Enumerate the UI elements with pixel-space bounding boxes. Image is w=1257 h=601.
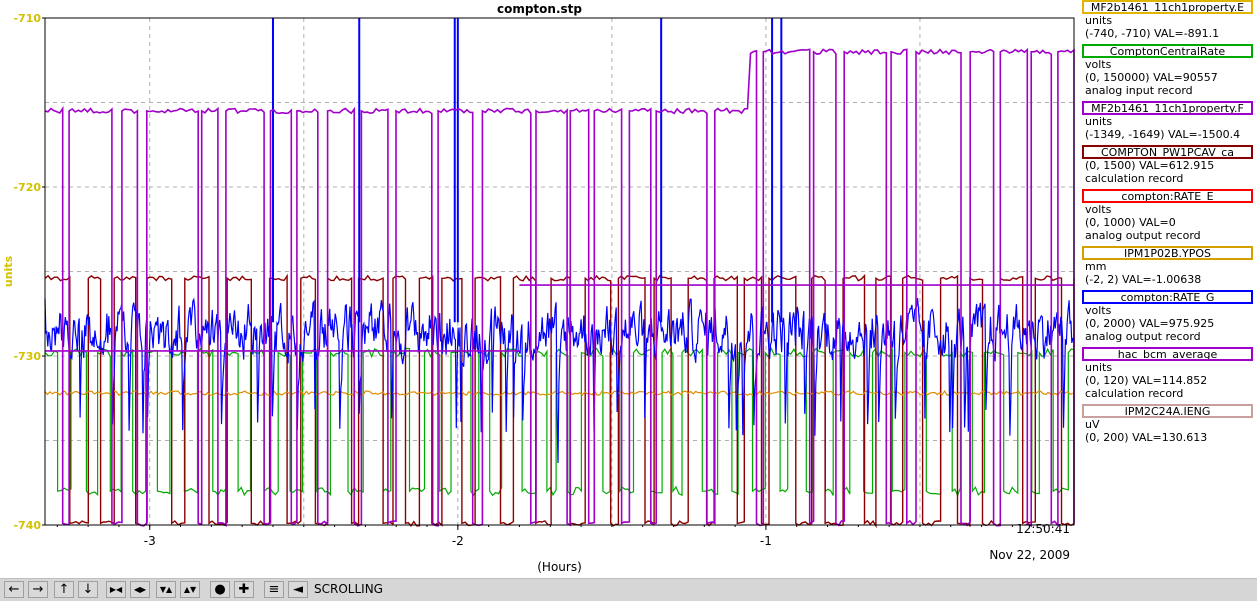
legend-detail: units: [1085, 115, 1113, 128]
legend-detail: volts: [1085, 304, 1112, 317]
arrow-down-icon[interactable]: ↓: [78, 581, 98, 598]
legend-detail: units: [1085, 14, 1113, 27]
legend-entry[interactable]: IPM2C24A.IENG uV (0, 200) VAL=130.613: [1078, 404, 1257, 444]
legend-detail: units: [1085, 361, 1113, 374]
date-label: Nov 22, 2009: [989, 548, 1070, 562]
legend-detail: (0, 2000) VAL=975.925: [1085, 317, 1215, 330]
x-tick-label: -2: [452, 534, 464, 548]
series-IPM1P02B.YPOS: [44, 389, 1074, 397]
legend-detail: (0, 150000) VAL=90557: [1085, 71, 1218, 84]
legend-detail: volts: [1085, 58, 1112, 71]
legend-series-name: IPM1P02B.YPOS: [1082, 246, 1253, 260]
legend-detail: uV: [1085, 418, 1100, 431]
strip-chart: compton.stp -710 -720 -730 -740 units -3 -2 -1 (H…: [2, 2, 1075, 574]
legend-entry[interactable]: ComptonCentralRate volts (0, 150000) VAL=9…: [1078, 44, 1257, 97]
legend-entry[interactable]: compton:RATE_E volts (0, 1000) VAL=0 analog…: [1078, 189, 1257, 242]
legend-detail: (0, 1500) VAL=612.915: [1085, 159, 1215, 172]
arrow-left-icon[interactable]: ←: [4, 581, 24, 598]
series-hac_bcm_average: [44, 47, 1075, 528]
chart-title: compton.stp: [497, 2, 582, 16]
legend-entry[interactable]: MF2b1461_11ch1property.E units (-740, -710…: [1078, 0, 1257, 40]
toolbar: SCROLLING ← → ↑ ↓ ▶◀ ◀▶ ▼▲ ▲▼ ● ✚ ≡ ◄: [0, 578, 1257, 601]
x-axis-label: (Hours): [537, 560, 582, 574]
legend-series-name: COMPTON_PW1PCAV_ca: [1082, 145, 1253, 159]
legend-detail: (0, 120) VAL=114.852: [1085, 374, 1208, 387]
legend-detail: mm: [1085, 260, 1107, 273]
y-tick-label: -730: [13, 350, 41, 363]
legend-entry[interactable]: MF2b1461_11ch1property.F units (-1349, -16…: [1078, 101, 1257, 141]
circle-icon[interactable]: ●: [210, 581, 230, 598]
legend-series-name: hac_bcm_average: [1082, 347, 1253, 361]
legend-series-name: ComptonCentralRate: [1082, 44, 1253, 58]
legend-series-name: MF2b1461_11ch1property.E: [1082, 0, 1253, 14]
legend-detail: analog output record: [1085, 330, 1201, 343]
legend-detail: (-1349, -1649) VAL=-1500.4: [1085, 128, 1241, 141]
y-tick-label: -740: [13, 519, 41, 532]
legend-series-name: compton:RATE_G: [1082, 290, 1253, 304]
legend-entry[interactable]: hac_bcm_average units (0, 120) VAL=114.852…: [1078, 347, 1257, 400]
legend-entry[interactable]: compton:RATE_G volts (0, 2000) VAL=975.925…: [1078, 290, 1257, 343]
auto-scale-icon[interactable]: ≡: [264, 581, 284, 598]
zoom-in-vertical-icon[interactable]: ▼▲: [156, 581, 176, 598]
y-tick-label: -720: [13, 181, 41, 194]
zoom-out-vertical-icon[interactable]: ▲▼: [180, 581, 200, 598]
legend-detail: volts: [1085, 203, 1112, 216]
arrow-up-icon[interactable]: ↑: [54, 581, 74, 598]
legend-detail: (-740, -710) VAL=-891.1: [1085, 27, 1220, 40]
series-ComptonCentralRate: [44, 346, 1075, 497]
arrow-right-icon[interactable]: →: [28, 581, 48, 598]
legend-entry[interactable]: COMPTON_PW1PCAV_ca (0, 1500) VAL=612.915 c…: [1078, 145, 1257, 185]
legend-detail: (-2, 2) VAL=-1.00638: [1085, 273, 1202, 286]
series-COMPTON_PW1PCAV_ca: [44, 273, 1075, 529]
legend-series-name: compton:RATE_E: [1082, 189, 1253, 203]
zoom-in-horizontal-icon[interactable]: ▶◀: [106, 581, 126, 598]
legend-detail: calculation record: [1085, 387, 1184, 400]
legend-detail: analog output record: [1085, 229, 1201, 242]
legend-detail: (0, 200) VAL=130.613: [1085, 431, 1208, 444]
x-tick-label: -3: [144, 534, 156, 548]
legend-detail: calculation record: [1085, 172, 1184, 185]
zoom-out-horizontal-icon[interactable]: ◀▶: [130, 581, 150, 598]
legend-detail: (0, 1000) VAL=0: [1085, 216, 1176, 229]
legend-detail: analog input record: [1085, 84, 1193, 97]
legend-series-name: MF2b1461_11ch1property.F: [1082, 101, 1253, 115]
legend-series-name: IPM2C24A.IENG: [1082, 404, 1253, 418]
scrolling-status: SCROLLING: [314, 582, 383, 596]
y-axis-label: units: [2, 255, 15, 287]
scroll-back-icon[interactable]: ◄: [288, 581, 308, 598]
y-tick-label: -710: [13, 12, 41, 25]
x-tick-label: -1: [760, 534, 772, 548]
legend-entry[interactable]: IPM1P02B.YPOS mm (-2, 2) VAL=-1.00638: [1078, 246, 1257, 286]
plot-border: [44, 17, 1075, 526]
series-compton-RATE_G: [44, 297, 1075, 464]
plus-icon[interactable]: ✚: [234, 581, 254, 598]
legend: MF2b1461_11ch1property.E units (-740, -710…: [1078, 0, 1257, 578]
